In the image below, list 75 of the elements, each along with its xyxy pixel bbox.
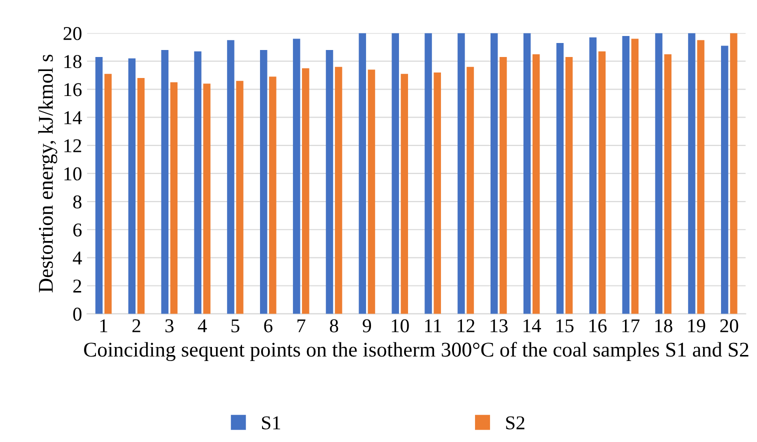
legend-label: S2 xyxy=(506,416,524,430)
bar xyxy=(128,58,136,314)
bar xyxy=(104,74,112,314)
bar xyxy=(326,50,334,314)
bar xyxy=(203,84,210,314)
bar xyxy=(424,33,432,314)
bar xyxy=(302,68,310,314)
legend-label: S1 xyxy=(262,416,280,430)
x-tick-label: 2 xyxy=(132,319,140,332)
y-tick-label: 4 xyxy=(72,252,82,264)
y-tick-label: 20 xyxy=(64,26,82,40)
bar xyxy=(170,82,178,314)
bar xyxy=(730,33,738,314)
x-tick-label: 15 xyxy=(556,319,574,332)
bar xyxy=(655,33,662,314)
bar xyxy=(260,50,268,314)
x-tick-label: 10 xyxy=(392,319,409,332)
x-tick-label: 16 xyxy=(589,319,607,332)
bar xyxy=(532,54,540,314)
x-tick-label: 20 xyxy=(720,319,738,332)
x-tick-label: 3 xyxy=(165,319,174,332)
bar xyxy=(292,38,300,314)
bar xyxy=(269,76,276,314)
bar xyxy=(368,70,376,314)
bar xyxy=(556,42,564,314)
x-tick-label: 14 xyxy=(524,319,542,332)
x-tick-label: 5 xyxy=(232,319,240,332)
bar xyxy=(236,80,244,314)
bar xyxy=(664,54,672,314)
bar xyxy=(589,37,597,314)
y-tick-label: 0 xyxy=(73,308,82,321)
y-tick-label: 14 xyxy=(64,111,82,124)
bar xyxy=(161,50,168,314)
x-tick-label: 8 xyxy=(330,319,338,332)
bar xyxy=(227,40,234,314)
bar xyxy=(490,33,498,314)
bar xyxy=(434,72,441,314)
bar xyxy=(358,33,366,314)
bar xyxy=(500,57,507,314)
x-tick-label: 7 xyxy=(298,319,306,332)
x-tick-label: 18 xyxy=(655,319,672,332)
y-tick-label: 8 xyxy=(73,195,82,208)
x-tick-label: 17 xyxy=(622,319,640,332)
x-axis-title: Coinciding sequent points on the isotherm 300°C of the coal samples S1 and S2 xyxy=(84,342,748,362)
bar xyxy=(598,51,606,314)
y-tick-label: 10 xyxy=(64,167,82,180)
y-tick-label: 18 xyxy=(64,55,82,68)
bar xyxy=(622,36,630,314)
y-tick-label: 12 xyxy=(64,139,82,152)
bar xyxy=(458,33,465,314)
y-axis-title: Destortion energy, kJ/kmol s xyxy=(38,54,58,292)
y-tick-label: 16 xyxy=(64,83,82,96)
x-tick-label: 13 xyxy=(490,319,508,332)
bar xyxy=(697,40,704,314)
bar xyxy=(95,57,103,314)
bar xyxy=(565,57,573,314)
x-tick-label: 12 xyxy=(458,319,474,332)
x-tick-label: 4 xyxy=(198,319,207,332)
bar xyxy=(466,66,474,314)
bar xyxy=(523,33,531,314)
x-tick-label: 6 xyxy=(264,319,272,332)
x-tick-label: 19 xyxy=(688,319,706,332)
x-tick-label: 1 xyxy=(100,319,108,332)
bar xyxy=(721,46,728,314)
bar xyxy=(392,33,399,314)
bar xyxy=(631,38,639,314)
bar xyxy=(334,66,342,314)
bar xyxy=(400,74,408,314)
y-tick-label: 6 xyxy=(73,223,82,237)
bar xyxy=(688,33,696,314)
x-tick-label: 11 xyxy=(425,319,442,332)
y-tick-label: 2 xyxy=(73,280,82,292)
x-tick-label: 9 xyxy=(362,319,372,332)
bar xyxy=(137,78,145,314)
bar xyxy=(194,51,202,314)
